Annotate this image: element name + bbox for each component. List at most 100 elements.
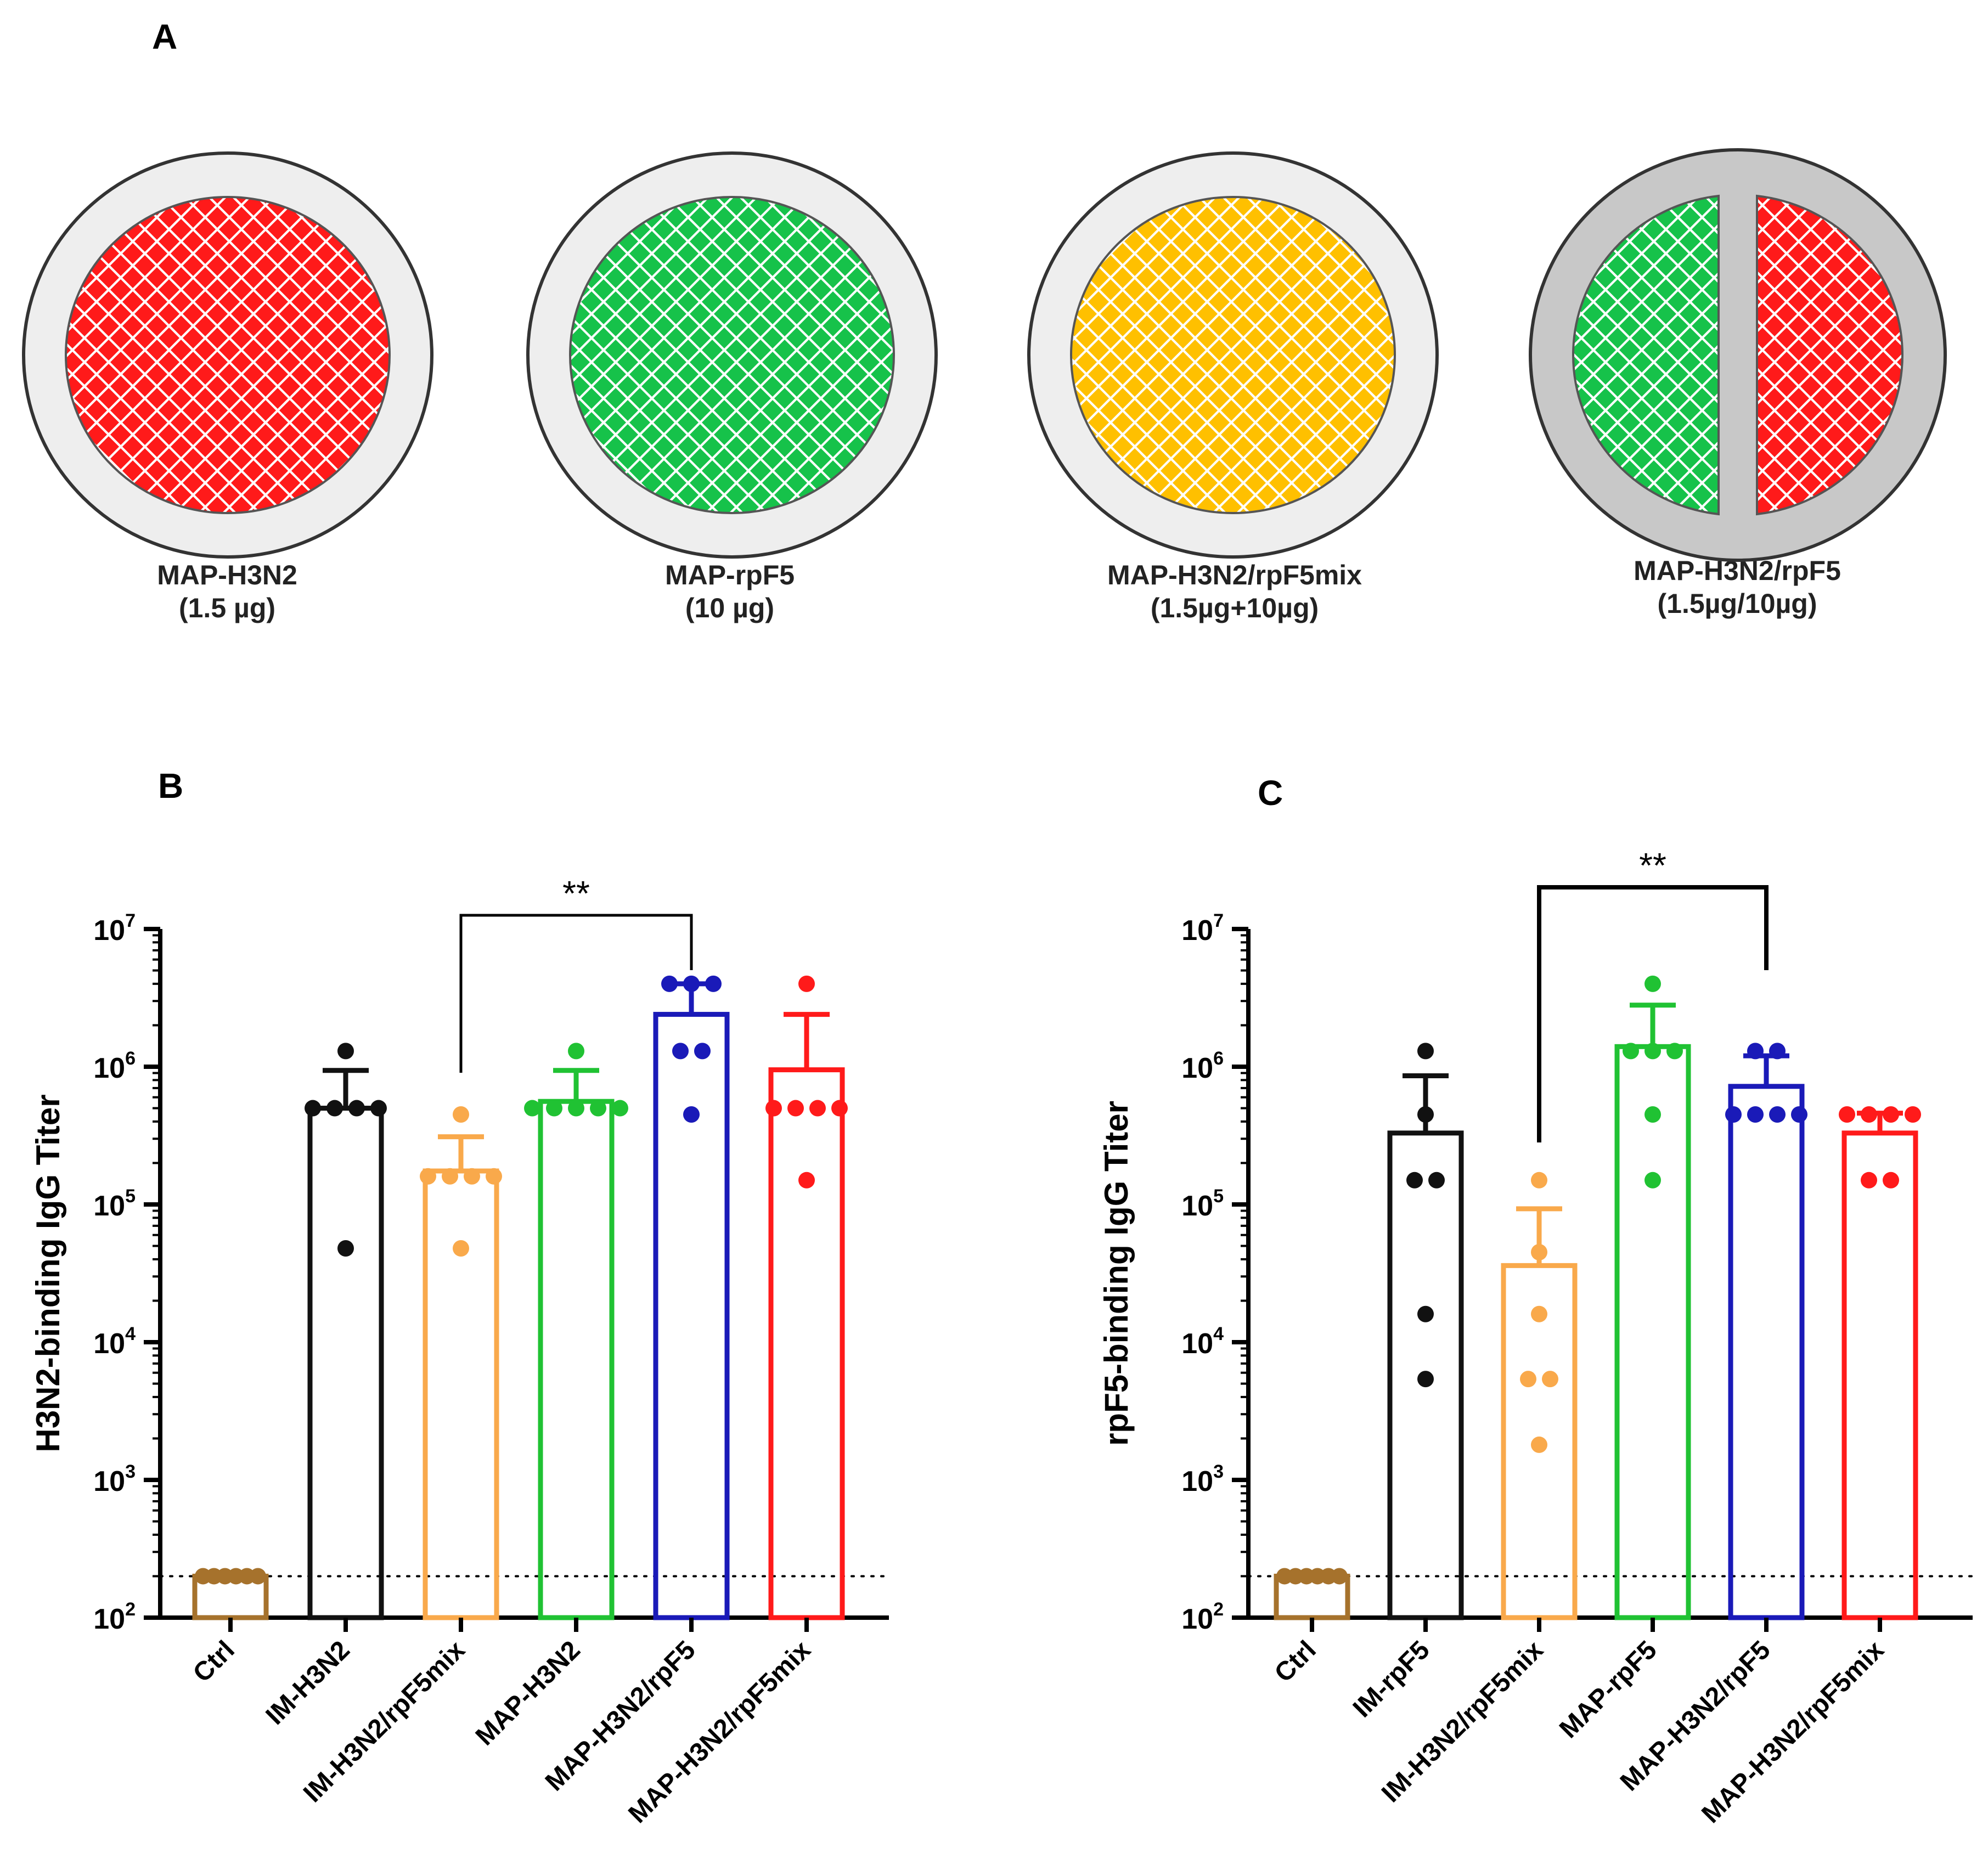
data-point-IM-H3N2/rpF5mix bbox=[453, 1240, 469, 1257]
data-point-MAP-H3N2/rpF5mix bbox=[787, 1100, 804, 1117]
patch-needle-array bbox=[65, 196, 391, 514]
y-tick-label: 107 bbox=[1181, 910, 1224, 947]
bar-MAP-H3N2/rpF5 bbox=[653, 1012, 730, 1620]
data-point-MAP-rpF5 bbox=[1623, 1043, 1639, 1060]
patch-dose: (1.5µg/10µg) bbox=[1657, 588, 1817, 619]
data-point-MAP-H3N2/rpF5mix bbox=[831, 1100, 848, 1117]
data-point-MAP-H3N2/rpF5mix bbox=[809, 1100, 826, 1117]
x-tick-label: IM-rpF5 bbox=[1348, 1635, 1435, 1723]
data-point-MAP-H3N2/rpF5 bbox=[705, 975, 722, 992]
data-point-IM-H3N2 bbox=[337, 1240, 354, 1257]
patch-half-rpf5 bbox=[1572, 194, 1720, 516]
data-point-MAP-H3N2/rpF5mix bbox=[1839, 1106, 1855, 1123]
data-point-MAP-H3N2/rpF5mix bbox=[1861, 1172, 1877, 1189]
significance-label: ** bbox=[562, 874, 590, 913]
patch-1 bbox=[22, 151, 433, 559]
y-tick-label: 106 bbox=[1181, 1048, 1224, 1084]
patch-2 bbox=[526, 151, 938, 559]
y-axis-title: rpF5-binding IgG Titer bbox=[1098, 1101, 1135, 1446]
x-tick-label: Ctrl bbox=[188, 1635, 240, 1688]
data-point-MAP-rpF5 bbox=[1645, 1106, 1661, 1123]
data-point-IM-H3N2/rpF5mix bbox=[453, 1106, 469, 1123]
y-axis-title: H3N2-binding IgG Titer bbox=[30, 1094, 66, 1452]
bar-IM-H3N2 bbox=[307, 1106, 384, 1620]
y-tick-label: 102 bbox=[1181, 1599, 1224, 1635]
data-point-MAP-rpF5 bbox=[1645, 1043, 1661, 1060]
data-point-MAP-H3N2 bbox=[612, 1100, 628, 1117]
data-point-IM-H3N2/rpF5mix bbox=[1542, 1371, 1558, 1388]
data-point-Ctrl bbox=[1331, 1568, 1348, 1585]
x-tick-label: IM-H3N2 bbox=[261, 1635, 356, 1730]
panel-letter-a: A bbox=[152, 17, 178, 57]
patch-dose: (10 µg) bbox=[685, 593, 775, 623]
data-point-IM-H3N2/rpF5mix bbox=[1531, 1244, 1547, 1261]
data-point-MAP-H3N2/rpF5mix bbox=[1861, 1106, 1877, 1123]
data-point-IM-H3N2/rpF5mix bbox=[1531, 1305, 1547, 1322]
patch-name: MAP-H3N2 bbox=[157, 560, 297, 590]
data-point-MAP-H3N2/rpF5 bbox=[683, 975, 700, 992]
data-point-IM-H3N2 bbox=[305, 1100, 321, 1117]
data-point-IM-rpF5 bbox=[1417, 1106, 1434, 1123]
data-point-MAP-H3N2/rpF5 bbox=[683, 1106, 700, 1123]
data-point-MAP-rpF5 bbox=[1645, 1172, 1661, 1189]
y-tick-label: 103 bbox=[1181, 1461, 1224, 1497]
y-tick-label: 105 bbox=[1181, 1186, 1224, 1222]
data-point-IM-rpF5 bbox=[1417, 1305, 1434, 1322]
patch-label-map-h3n2-rpf5: MAP-H3N2/rpF5 (1.5µg/10µg) bbox=[1518, 554, 1957, 620]
bar-MAP-rpF5 bbox=[1614, 1044, 1691, 1620]
data-point-IM-rpF5 bbox=[1417, 1371, 1434, 1388]
data-point-MAP-H3N2 bbox=[590, 1100, 606, 1117]
bar-MAP-H3N2 bbox=[538, 1099, 615, 1620]
y-tick-label: 104 bbox=[93, 1324, 136, 1360]
data-point-MAP-H3N2 bbox=[546, 1100, 562, 1117]
data-point-MAP-rpF5 bbox=[1666, 1043, 1683, 1060]
panel-letter-b: B bbox=[158, 766, 184, 806]
bar-MAP-H3N2/rpF5 bbox=[1728, 1084, 1805, 1620]
x-tick-label: MAP-rpF5 bbox=[1554, 1635, 1663, 1744]
significance-label: ** bbox=[1639, 846, 1666, 885]
data-point-IM-H3N2 bbox=[348, 1100, 365, 1117]
data-point-IM-H3N2/rpF5mix bbox=[1520, 1371, 1536, 1388]
bar-IM-H3N2/rpF5mix bbox=[423, 1168, 499, 1620]
data-point-Ctrl bbox=[250, 1568, 266, 1585]
x-tick-label: Ctrl bbox=[1269, 1635, 1322, 1688]
data-point-IM-H3N2/rpF5mix bbox=[442, 1168, 458, 1185]
patch-needle-array bbox=[569, 196, 895, 514]
data-point-MAP-H3N2/rpF5mix bbox=[1883, 1106, 1899, 1123]
patch-name: MAP-H3N2/rpF5mix bbox=[1107, 560, 1362, 590]
data-point-MAP-H3N2/rpF5 bbox=[1747, 1106, 1764, 1123]
y-tick-label: 103 bbox=[93, 1461, 136, 1497]
patch-needle-array bbox=[1070, 196, 1396, 514]
data-point-IM-H3N2 bbox=[337, 1043, 354, 1060]
bar-MAP-H3N2/rpF5mix bbox=[768, 1067, 845, 1620]
data-point-MAP-H3N2 bbox=[568, 1100, 584, 1117]
patch-dose: (1.5 µg) bbox=[178, 593, 276, 623]
data-point-MAP-H3N2 bbox=[524, 1100, 540, 1117]
patch-dose: (1.5µg+10µg) bbox=[1150, 593, 1319, 623]
data-point-MAP-H3N2/rpF5mix bbox=[798, 975, 815, 992]
x-tick-label: MAP-H3N2/rpF5mix bbox=[1696, 1635, 1890, 1829]
data-point-MAP-H3N2/rpF5mix bbox=[798, 1172, 815, 1189]
patch-4 bbox=[1529, 148, 1947, 562]
data-point-IM-rpF5 bbox=[1417, 1043, 1434, 1060]
patch-3 bbox=[1027, 151, 1439, 559]
chart-b: 102 103 104 105 106 107 H3N2-binding IgG Titer… bbox=[30, 874, 890, 1829]
data-point-MAP-H3N2/rpF5 bbox=[1791, 1106, 1807, 1123]
data-point-MAP-H3N2 bbox=[568, 1043, 584, 1060]
bar-MAP-H3N2/rpF5mix bbox=[1841, 1130, 1918, 1620]
y-tick-label: 106 bbox=[93, 1048, 136, 1084]
data-point-IM-H3N2/rpF5mix bbox=[1531, 1172, 1547, 1189]
y-tick-label: 105 bbox=[93, 1186, 136, 1222]
data-point-IM-H3N2/rpF5mix bbox=[486, 1168, 502, 1185]
data-point-MAP-H3N2/rpF5mix bbox=[1905, 1106, 1921, 1123]
patch-label-map-h3n2: MAP-H3N2 (1.5 µg) bbox=[8, 559, 447, 624]
panel-letter-c: C bbox=[1258, 773, 1283, 813]
data-point-MAP-H3N2/rpF5mix bbox=[1883, 1172, 1899, 1189]
data-point-MAP-rpF5 bbox=[1645, 975, 1661, 992]
data-point-MAP-H3N2/rpF5 bbox=[694, 1043, 711, 1060]
y-tick-label: 107 bbox=[93, 910, 136, 947]
data-point-IM-H3N2/rpF5mix bbox=[1531, 1436, 1547, 1453]
y-tick-label: 104 bbox=[1181, 1324, 1224, 1360]
data-point-MAP-H3N2/rpF5 bbox=[661, 975, 678, 992]
